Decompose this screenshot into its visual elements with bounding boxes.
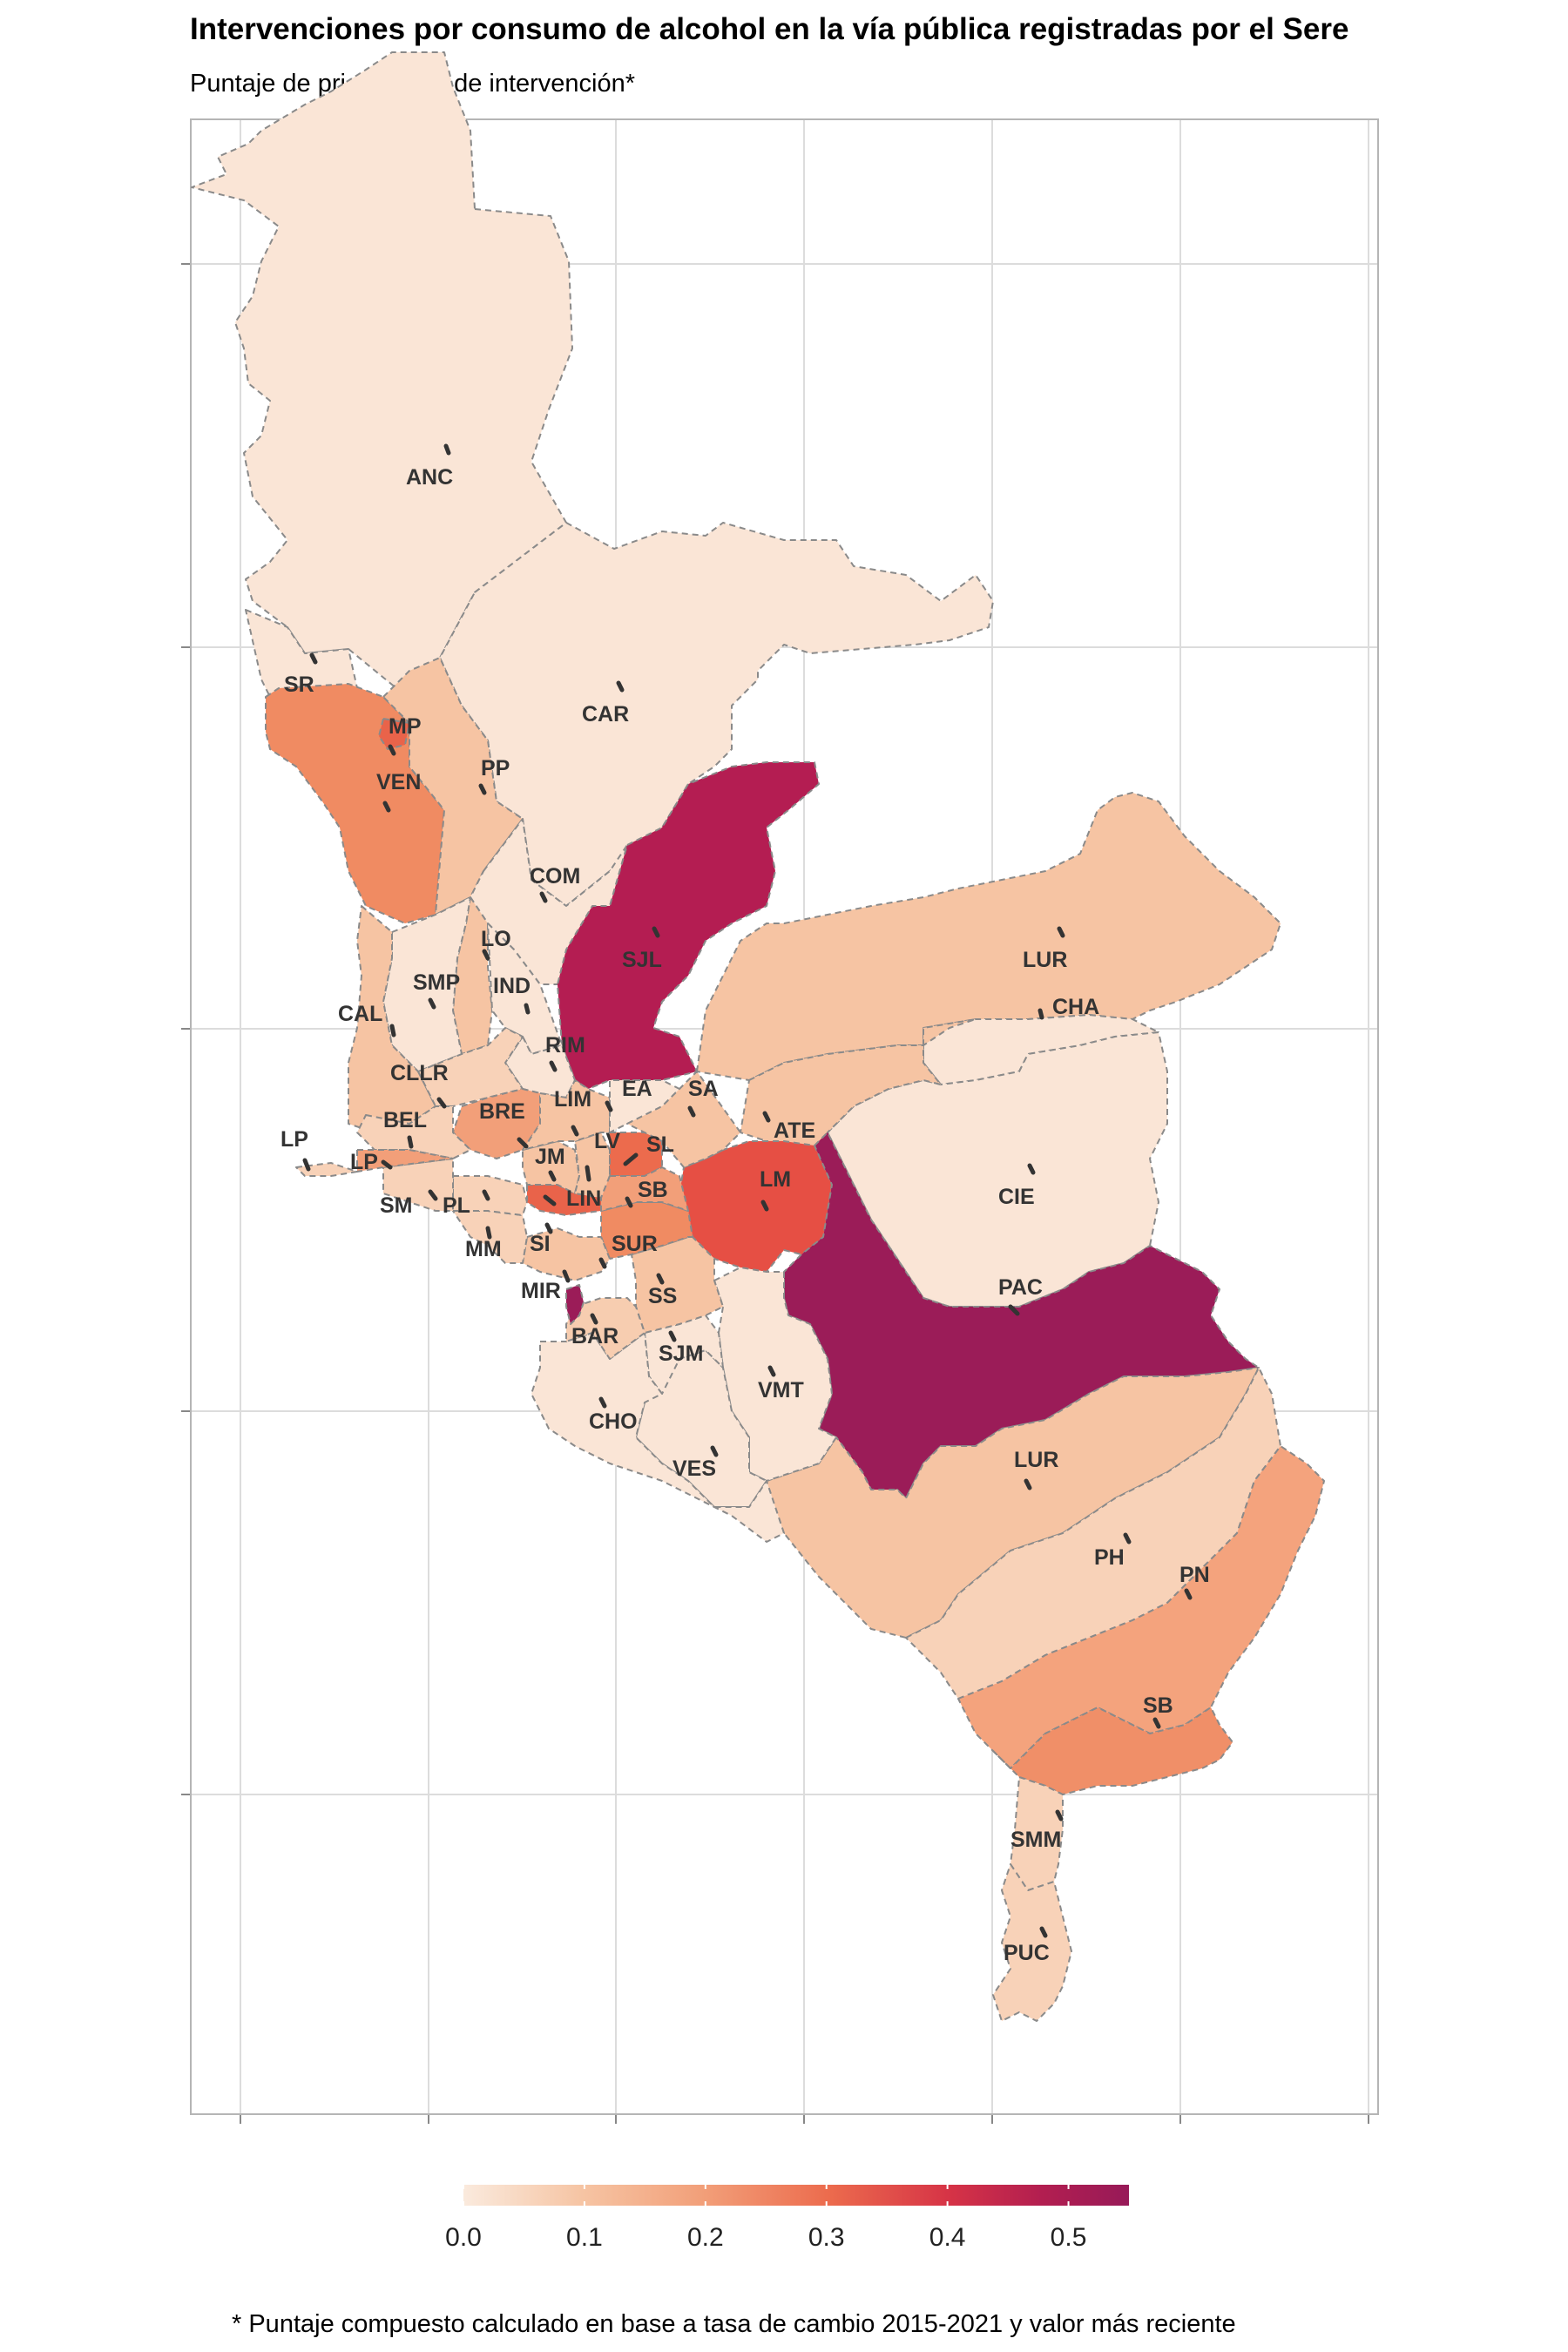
label-lur-north: LUR: [1023, 948, 1067, 972]
color-legend: 0.0 0.1 0.2 0.3 0.4 0.5: [445, 2185, 1129, 2252]
label-puc: PUC: [1004, 1941, 1050, 1965]
legend-ticks: 0.0 0.1 0.2 0.3 0.4 0.5: [445, 2185, 1086, 2252]
label-ven: VEN: [376, 770, 421, 794]
label-cal: CAL: [338, 1002, 382, 1026]
label-mp: MP: [389, 714, 422, 739]
label-sl: SL: [646, 1132, 674, 1157]
label-cllr: CLLR: [390, 1061, 449, 1085]
label-smp: SMP: [413, 970, 460, 995]
label-lim: LIM: [554, 1087, 591, 1112]
label-bre: BRE: [479, 1099, 525, 1124]
label-sr: SR: [284, 672, 314, 697]
label-lin: LIN: [566, 1186, 601, 1211]
district-sjl[interactable]: [557, 761, 820, 1090]
label-cho: CHO: [589, 1409, 638, 1434]
label-lp: LP: [350, 1150, 378, 1174]
district-ph[interactable]: [905, 1367, 1281, 1700]
label-pl: PL: [443, 1193, 470, 1218]
district-pac[interactable]: [783, 1132, 1260, 1499]
label-lo: LO: [481, 927, 511, 951]
label-anc: ANC: [406, 465, 453, 490]
label-ph: PH: [1094, 1545, 1125, 1570]
legend-tick-label: 0.5: [1051, 2223, 1087, 2252]
district-ea[interactable]: [609, 1079, 680, 1133]
label-vmt: VMT: [758, 1378, 804, 1402]
district-anc[interactable]: [191, 51, 573, 689]
legend-tick-label: 0.4: [929, 2223, 966, 2252]
district-bar[interactable]: [565, 1297, 645, 1360]
axis-ticks: [181, 263, 1369, 2124]
district-pl[interactable]: [452, 1175, 528, 1216]
label-mm: MM: [465, 1237, 502, 1261]
districts-layer: [191, 51, 1325, 2022]
label-ea: EA: [622, 1077, 652, 1101]
district-lur-south[interactable]: [748, 1367, 1260, 1639]
label-ss: SS: [648, 1284, 677, 1308]
label-sb-central: SB: [638, 1178, 668, 1202]
district-mir[interactable]: [565, 1284, 585, 1325]
label-sm: SM: [380, 1193, 413, 1218]
district-lp[interactable]: [356, 1149, 454, 1173]
chart-title: Intervenciones por consumo de alcohol en…: [190, 12, 1349, 46]
district-ind[interactable]: [487, 923, 563, 1055]
legend-tick-label: 0.3: [808, 2223, 845, 2252]
label-sur: SUR: [612, 1232, 658, 1256]
legend-colorbar: [463, 2185, 1129, 2206]
district-bel[interactable]: [356, 1105, 471, 1159]
label-rim: RIM: [545, 1033, 585, 1058]
legend-tick-label: 0.2: [687, 2223, 724, 2252]
label-si: SI: [530, 1232, 551, 1256]
label-lur-south: LUR: [1014, 1448, 1058, 1472]
district-sb-central[interactable]: [600, 1166, 689, 1212]
district-mp[interactable]: [378, 718, 410, 750]
label-ind: IND: [493, 974, 531, 998]
label-cha: CHA: [1052, 995, 1099, 1019]
label-ves: VES: [672, 1456, 716, 1481]
district-car[interactable]: [439, 522, 994, 907]
label-sb-south: SB: [1143, 1693, 1173, 1718]
label-ate: ATE: [774, 1119, 815, 1143]
label-sa: SA: [688, 1077, 719, 1101]
district-cha[interactable]: [923, 1014, 1159, 1085]
caption: * Puntaje compuesto calculado en base a …: [232, 2310, 1236, 2338]
district-puc[interactable]: [992, 1863, 1072, 2022]
label-com: COM: [530, 864, 580, 889]
label-lp-west: LP: [280, 1127, 308, 1152]
label-mir: MIR: [521, 1279, 561, 1303]
label-jm: JM: [535, 1145, 565, 1169]
district-sa[interactable]: [626, 1071, 741, 1168]
district-lp-tip[interactable]: [295, 1162, 358, 1177]
label-car: CAR: [582, 702, 629, 727]
label-pn: PN: [1179, 1563, 1210, 1587]
label-smm: SMM: [1010, 1828, 1061, 1852]
label-pp: PP: [481, 756, 510, 781]
legend-tick-label: 0.0: [445, 2223, 482, 2252]
label-leaders: [302, 443, 1193, 1938]
legend-tick-label: 0.1: [566, 2223, 603, 2252]
label-bel: BEL: [383, 1108, 427, 1132]
label-sjl: SJL: [622, 948, 662, 972]
label-bar: BAR: [571, 1324, 618, 1348]
label-sjm: SJM: [659, 1342, 703, 1366]
label-cie: CIE: [998, 1185, 1035, 1209]
label-lv: LV: [594, 1129, 620, 1153]
label-lm: LM: [760, 1167, 791, 1192]
label-pac: PAC: [998, 1275, 1043, 1300]
district-labels: ANC SR CAR MP VEN PP COM SJL LO IND SMP …: [280, 465, 1210, 1965]
district-cllr[interactable]: [417, 1027, 524, 1107]
district-smm[interactable]: [1010, 1776, 1064, 1891]
